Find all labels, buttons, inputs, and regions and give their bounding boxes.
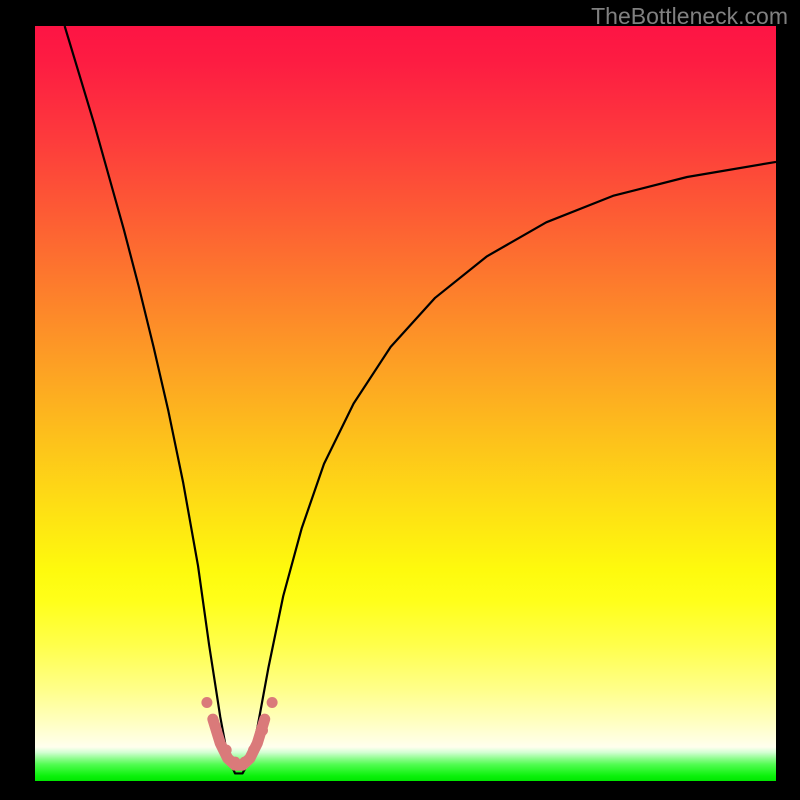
- watermark-text: TheBottleneck.com: [591, 3, 788, 30]
- valley-dot: [257, 725, 268, 736]
- valley-dot: [239, 757, 250, 768]
- valley-dot: [211, 725, 222, 736]
- chart-plot: [0, 0, 800, 800]
- valley-dot: [230, 757, 241, 768]
- valley-dot: [221, 745, 232, 756]
- gradient-background: [35, 26, 776, 781]
- valley-dot: [201, 697, 212, 708]
- valley-dot: [248, 745, 259, 756]
- valley-dot: [267, 697, 278, 708]
